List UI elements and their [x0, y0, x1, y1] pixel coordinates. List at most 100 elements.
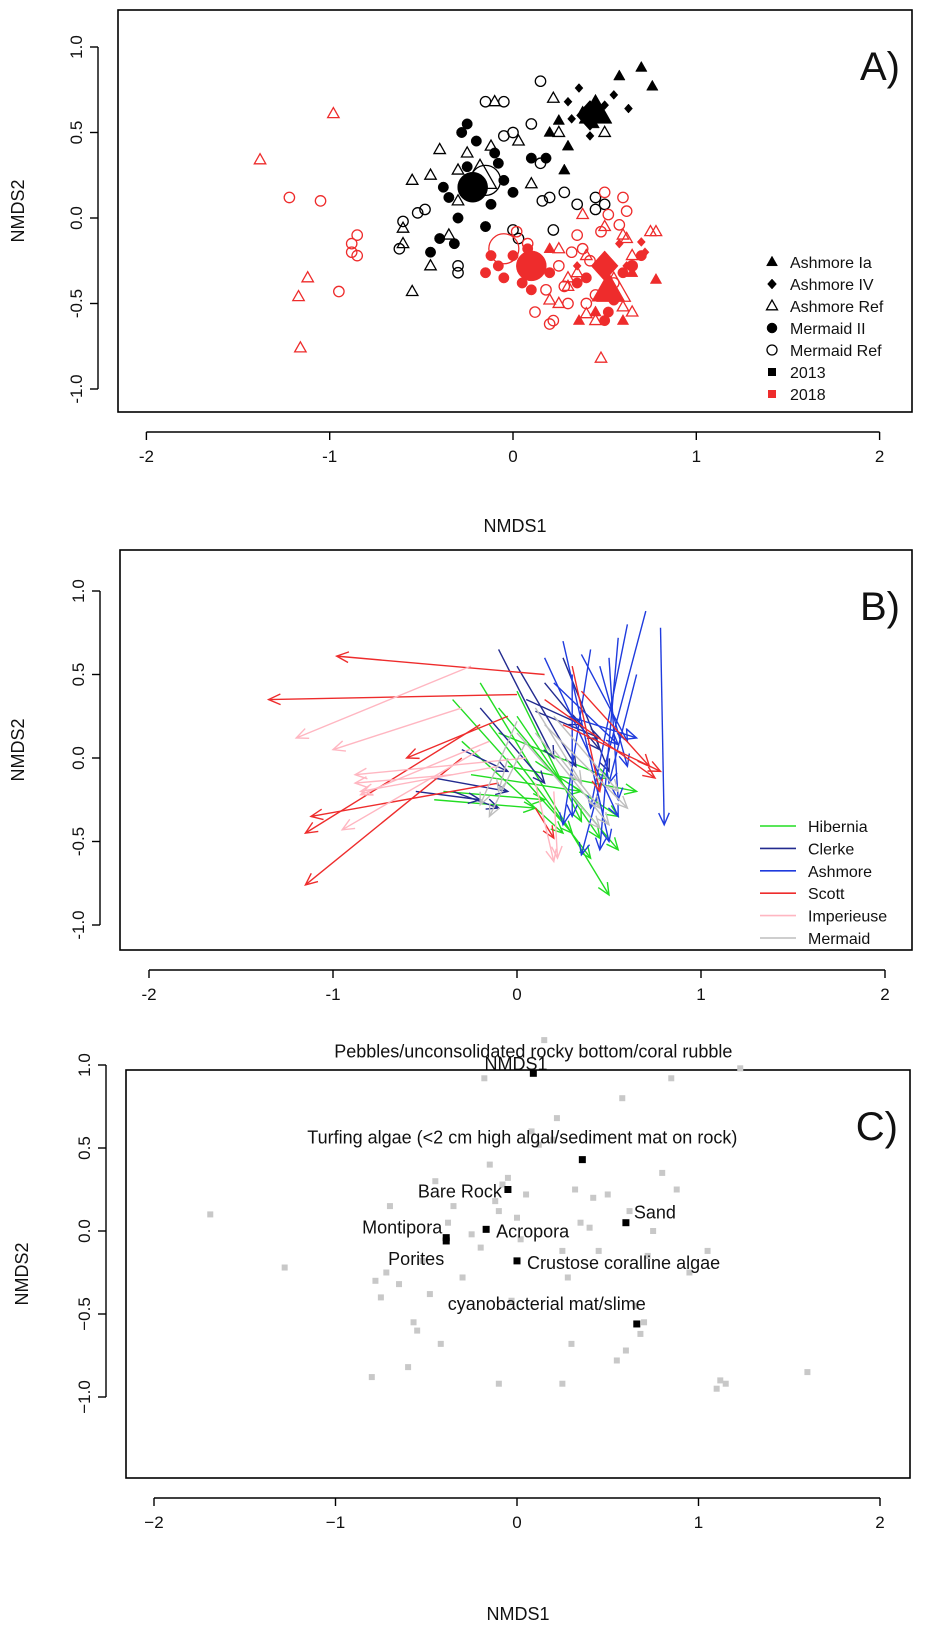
arrow-head — [606, 837, 620, 852]
data-point — [613, 218, 626, 231]
data-point — [622, 261, 632, 271]
data-point — [452, 212, 464, 224]
data-point — [456, 127, 468, 138]
arrow-head — [570, 770, 583, 785]
labeled-point — [513, 1257, 521, 1265]
arrow-head — [532, 770, 546, 785]
data-point — [442, 227, 456, 240]
data-point — [565, 246, 578, 259]
background-point — [207, 1211, 214, 1218]
labeled-point — [578, 1156, 586, 1164]
data-point — [558, 280, 571, 293]
background-point — [499, 1181, 506, 1188]
centroid-point — [576, 100, 604, 131]
y-axis-label: NMDS2 — [12, 1242, 32, 1305]
arrow-head — [587, 815, 601, 830]
data-point — [580, 297, 593, 310]
arrow-head — [550, 820, 565, 835]
data-point — [589, 305, 602, 317]
arrow-shaft — [516, 732, 601, 829]
arrow-shaft — [360, 740, 490, 796]
arrow-shaft — [608, 674, 638, 784]
background-point — [673, 1186, 680, 1193]
arrow-head — [353, 776, 368, 788]
x-axis-label: NMDS1 — [483, 516, 546, 536]
x-tick-label: −1 — [326, 1513, 345, 1532]
background-point — [468, 1231, 475, 1238]
background-point — [553, 1115, 560, 1122]
background-point — [486, 1161, 493, 1168]
data-point — [425, 246, 436, 258]
data-point — [253, 152, 267, 165]
panel-a-points — [253, 60, 663, 363]
arrow-shaft — [599, 637, 619, 850]
data-point — [624, 103, 633, 114]
background-point — [414, 1327, 421, 1334]
arrow-head — [600, 828, 613, 844]
data-point — [595, 225, 607, 238]
labeled-point — [442, 1237, 450, 1245]
arrow-shaft — [659, 627, 665, 825]
data-point — [333, 285, 345, 298]
arrow-shaft — [304, 757, 463, 886]
data-point — [443, 192, 455, 203]
background-point — [541, 1037, 548, 1044]
data-point — [461, 118, 473, 130]
data-point — [300, 270, 315, 283]
arrow-shaft — [434, 777, 508, 793]
data-point — [542, 292, 557, 305]
background-point — [804, 1369, 811, 1376]
arrow-shaft — [553, 749, 601, 809]
arrow-shaft — [534, 732, 610, 826]
x-tick-label: 2 — [875, 1513, 884, 1532]
arrow-head — [266, 693, 281, 706]
data-point — [451, 162, 465, 175]
data-point — [597, 219, 612, 232]
background-point — [517, 1236, 524, 1243]
background-point — [383, 1269, 390, 1276]
data-point — [423, 258, 438, 271]
arrow-shaft — [295, 665, 472, 739]
x-tick-label: 2 — [880, 985, 889, 1004]
panel-0-axes: -2 -1 0 1 2 -1.0 -0.5 0.0 0.5 1.0 NMDS1 NMDS2 A) — [8, 9, 913, 536]
background-point — [631, 1302, 638, 1309]
data-point — [572, 313, 586, 325]
data-point — [461, 161, 473, 173]
arrow-shaft — [497, 757, 509, 792]
arrow-shaft — [544, 698, 656, 779]
background-point — [508, 1297, 515, 1304]
legend-marker — [768, 368, 776, 376]
data-point — [625, 266, 639, 277]
plot-frame — [119, 549, 913, 951]
y-tick-label: 1.0 — [67, 35, 86, 59]
panel-2-axes: −2 −1 0 1 2 −1.0 −0.5 0.0 0.5 1.0 NMDS1 NMDS2 C) — [12, 1053, 911, 1624]
data-point — [293, 340, 308, 353]
x-tick-label: -2 — [139, 447, 154, 466]
arrow-head — [607, 803, 619, 819]
y-tick-label: -0.5 — [67, 289, 86, 318]
background-point — [586, 1224, 593, 1231]
arrow-head — [309, 808, 324, 821]
background-point — [619, 1095, 626, 1102]
data-point — [620, 205, 633, 218]
point-label: cyanobacterial mat/slime — [448, 1294, 646, 1314]
data-point — [640, 247, 650, 258]
background-point — [704, 1247, 711, 1254]
arrow-head — [606, 778, 620, 793]
x-tick-label: 0 — [508, 447, 517, 466]
legend-label: Ashmore IV — [790, 277, 874, 294]
data-point — [561, 270, 575, 283]
data-point — [543, 125, 556, 137]
background-point — [459, 1274, 466, 1281]
background-point — [523, 1191, 530, 1198]
data-point — [585, 131, 595, 141]
data-point — [393, 242, 406, 255]
arrow-head — [494, 761, 510, 773]
data-point — [584, 254, 596, 267]
arrow-shaft — [434, 799, 536, 809]
data-point — [511, 133, 526, 146]
arrow-head — [594, 837, 607, 852]
data-point — [291, 289, 306, 302]
arrow-head — [642, 766, 657, 780]
x-axis-label: NMDS1 — [486, 1604, 549, 1624]
